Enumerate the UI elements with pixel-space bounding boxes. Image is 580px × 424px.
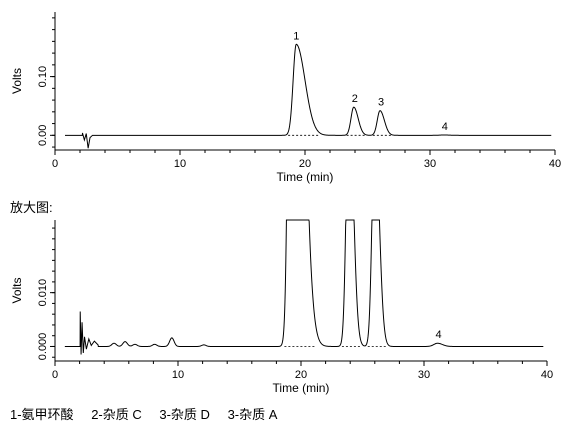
- peak-label-4: 4: [435, 329, 441, 341]
- overview-x-tick-label: 0: [52, 158, 58, 170]
- peak-label-2: 2: [352, 93, 358, 105]
- legend-item-3: 3-杂质 D: [159, 407, 210, 422]
- zoom-x-tick-label: 40: [541, 369, 553, 381]
- zoom-signal-trace: [64, 219, 544, 355]
- overview-x-tick-label: 30: [424, 158, 436, 170]
- overview-y-tick-label: 0.00: [37, 125, 49, 146]
- overview-x-tick-label: 40: [549, 158, 561, 170]
- overview-signal-trace: [65, 43, 552, 149]
- zoom-x-axis-label: Time (min): [273, 381, 330, 395]
- peak-legend: 1-氨甲环酸 2-杂质 C 3-杂质 D 3-杂质 A: [10, 404, 291, 423]
- zoom-y-axis-label: Volts: [10, 277, 24, 303]
- zoom-x-tick-label: 0: [52, 369, 58, 381]
- zoom-panel: 0 10 20 30 40 Time (min) 0.000 0.010 Volts 4: [10, 219, 553, 395]
- peak-label-3: 3: [378, 97, 384, 109]
- zoom-x-tick-label: 30: [418, 369, 430, 381]
- legend-item-1: 1-氨甲环酸: [10, 407, 74, 422]
- overview-y-axis-label: Volts: [10, 68, 24, 94]
- overview-x-tick-label: 10: [174, 158, 186, 170]
- overview-x-tick-label: 20: [299, 158, 311, 170]
- zoom-y-tick-label: 0.010: [37, 279, 49, 307]
- peak-label-4: 4: [442, 121, 448, 133]
- peak-label-1: 1: [293, 30, 299, 42]
- legend-item-4: 3-杂质 A: [227, 407, 278, 422]
- overview-y-tick-label: 0.10: [37, 66, 49, 87]
- zoom-x-tick-label: 20: [295, 369, 307, 381]
- legend-item-2: 2-杂质 C: [91, 407, 142, 422]
- zoom-title: 放大图:: [10, 200, 53, 215]
- overview-panel: 0 10 20 30 40 Time (min) 0.00 0.10 Volts 1 2 3 4: [10, 12, 561, 184]
- zoom-y-tick-label: 0.000: [37, 333, 49, 361]
- overview-x-axis-label: Time (min): [277, 170, 334, 184]
- zoom-x-tick-label: 10: [172, 369, 184, 381]
